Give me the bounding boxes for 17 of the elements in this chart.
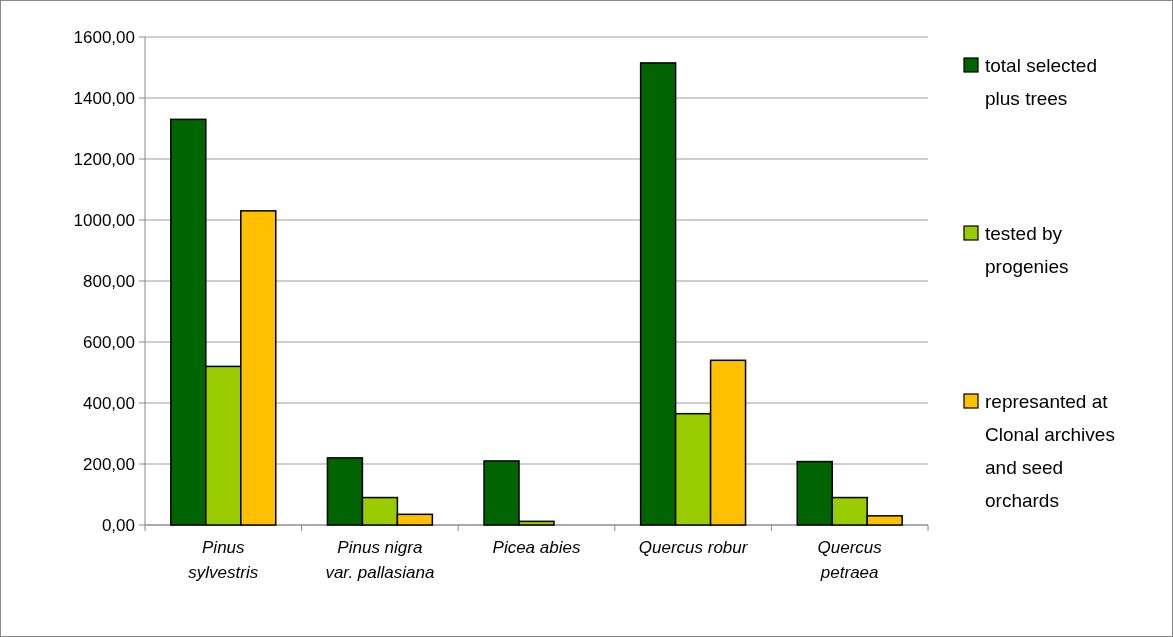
y-tick-label: 1200,00 bbox=[73, 149, 135, 169]
x-tick-label: Pinus nigra var. pallasiana bbox=[325, 538, 435, 582]
x-tick-label: Quercus petraea bbox=[817, 538, 883, 582]
legend-label: total selected plus trees bbox=[985, 55, 1097, 109]
x-tick-label: Quercus robur bbox=[638, 538, 749, 557]
y-tick-label: 1000,00 bbox=[73, 210, 135, 230]
y-tick-label: 1400,00 bbox=[73, 88, 135, 108]
x-tick-label: Picea abies bbox=[492, 538, 581, 557]
legend-label: represanted at Clonal archives and seed orchards bbox=[985, 391, 1115, 511]
y-tick-label: 200,00 bbox=[83, 454, 135, 474]
y-tick-label: 600,00 bbox=[83, 332, 135, 352]
legend-label: tested by progenies bbox=[985, 223, 1069, 277]
y-tick-label: 0,00 bbox=[101, 515, 135, 535]
y-tick-label: 1600,00 bbox=[73, 27, 135, 47]
y-tick-label: 800,00 bbox=[83, 271, 135, 291]
y-tick-label: 400,00 bbox=[83, 393, 135, 413]
x-tick-label: Pinus sylvestris bbox=[188, 538, 259, 582]
